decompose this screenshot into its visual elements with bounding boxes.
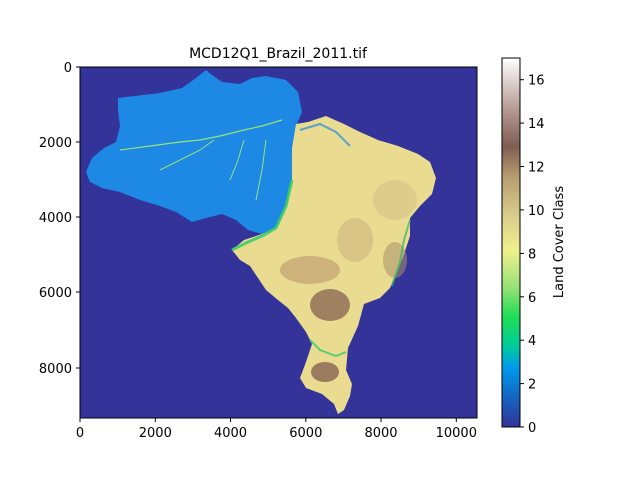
cropland-patch [373,180,417,220]
colorbar: 0 2 4 6 8 10 12 14 16 Land Cover Class [501,57,567,436]
colorbar-tick-label: 14 [528,117,545,132]
colorbar-tick-label: 0 [528,421,536,436]
cropland-patch [337,218,373,262]
colorbar-tick-label: 16 [528,74,545,89]
y-tick-label: 2000 [39,136,72,151]
map-title: MCD12Q1_Brazil_2011.tif [189,46,368,62]
y-axis: 0 2000 4000 6000 8000 [39,61,80,377]
cropland-patch [311,362,339,382]
y-tick-label: 0 [64,61,72,76]
grassland-fringe [391,219,411,287]
colorbar-tick-label: 4 [528,334,536,349]
cropland-patch [310,289,350,321]
x-axis: 0 2000 4000 6000 8000 10000 [76,418,477,441]
x-tick-label: 2000 [139,426,172,441]
land-cover-raster [80,67,477,418]
x-tick-label: 6000 [289,426,322,441]
y-tick-label: 8000 [39,362,72,377]
colorbar-tick-label: 10 [528,204,545,219]
river [255,139,267,201]
river [119,119,283,151]
colorbar-tick-label: 12 [528,161,545,176]
colorbar-gradient [501,57,521,428]
grassland-fringe [309,339,347,358]
forest-region [86,70,302,234]
plot-frame [79,66,478,419]
cropland-patch [280,256,340,284]
x-tick-label: 4000 [214,426,247,441]
colorbar-tick-label: 6 [528,291,536,306]
river [159,139,215,171]
colorbar-tick-label: 8 [528,247,536,262]
grassland-fringe [231,179,294,252]
forest-fringe [299,122,351,147]
river [229,139,245,181]
x-tick-label: 8000 [364,426,397,441]
x-tick-label: 0 [76,426,84,441]
colorbar-tick-label: 2 [528,378,536,393]
y-tick-label: 6000 [39,286,72,301]
y-tick-label: 4000 [39,211,72,226]
x-tick-label: 10000 [436,426,477,441]
colorbar-label: Land Cover Class [552,186,567,298]
